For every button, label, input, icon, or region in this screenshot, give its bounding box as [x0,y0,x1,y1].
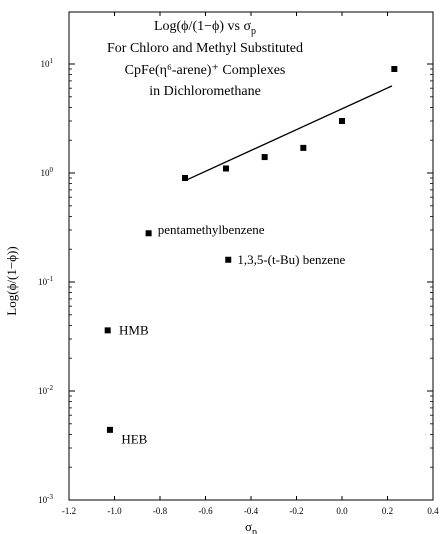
x-tick-label: -1.0 [107,506,122,516]
point-annotations: pentamethylbenzene 1,3,5-(t-Bu) benzene HM… [119,222,345,446]
point-label: HMB [119,322,149,337]
data-point [225,256,232,263]
data-point [145,230,152,237]
y-tick-label: 10-1 [38,275,53,287]
x-axis-title: σp [245,519,257,534]
data-point [391,65,398,72]
x-tick-label: 0.0 [336,506,348,516]
x-tick-label: -0.6 [198,506,213,516]
title-line: in Dichloromethane [149,84,261,99]
x-tick-label: -0.4 [244,506,259,516]
data-point [339,117,345,124]
x-tick-label: 0.2 [382,506,393,516]
data-point [104,327,111,334]
x-tick-label: 0.4 [427,506,439,516]
data-point [182,174,189,181]
y-tick-label: 10-2 [38,384,53,396]
x-tick-label: -0.8 [153,506,168,516]
data-point [222,165,229,172]
title-line: Log(ϕ/(1−ϕ) vs σp [154,19,256,37]
data-point [261,154,268,161]
chart-title: Log(ϕ/(1−ϕ) vs σp For Chloro and Methyl S… [107,19,303,99]
y-tick-label: 101 [41,57,54,69]
data-points [104,65,398,433]
title-line: For Chloro and Methyl Substituted [107,41,303,56]
point-label: pentamethylbenzene [158,222,265,237]
fit-line [184,85,393,182]
y-axis-title: Log(ϕ/(1−ϕ)) [4,246,19,315]
x-tick-label: -1.2 [62,506,76,516]
x-tick-label: -0.2 [289,506,303,516]
title-line: CpFe(η⁶-arene)⁺ Complexes [125,63,286,78]
point-label: 1,3,5-(t-Bu) benzene [237,252,345,267]
y-tick-label: 100 [41,166,54,178]
axis-ticks [68,12,434,501]
y-tick-label: 10-3 [38,493,53,505]
data-point [300,144,307,151]
axis-tick-labels: -1.2 -1.0 -0.8 -0.6 -0.4 -0.2 0.0 0.2 0.4 10-3 10-… [38,57,439,516]
point-label: HEB [121,431,147,446]
data-point [106,426,113,433]
